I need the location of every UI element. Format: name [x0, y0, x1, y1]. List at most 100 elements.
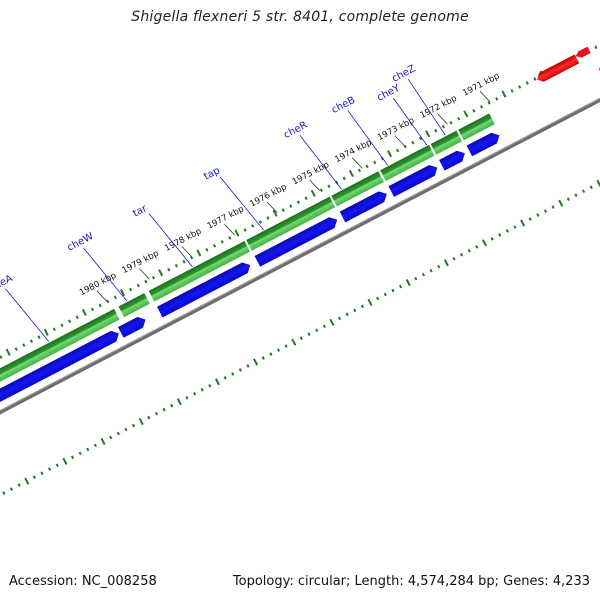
- ruler-tick: [495, 97, 499, 101]
- reverse-feature-red-small[interactable]: [574, 46, 591, 60]
- ruler-tick: [24, 477, 30, 485]
- ruler-tick: [48, 467, 52, 472]
- ruler-tick: [459, 252, 464, 257]
- gene-feature[interactable]: [458, 113, 495, 141]
- ruler-tick: [281, 208, 285, 212]
- ruler-tick: [329, 318, 335, 326]
- gene-label[interactable]: tar: [131, 203, 149, 220]
- ruler-leader-line: [266, 201, 278, 213]
- ruler-tick: [5, 348, 11, 356]
- ruler-tick: [116, 431, 120, 436]
- gene-feature[interactable]: [246, 196, 336, 251]
- ruler-tick: [52, 327, 56, 332]
- ruler-tick: [109, 435, 113, 440]
- ruler-tick: [589, 185, 593, 190]
- ruler-tick: [520, 219, 526, 227]
- ruler-tick: [75, 315, 79, 320]
- gene-feature[interactable]: [0, 308, 120, 408]
- ruler-tick: [37, 335, 41, 339]
- gene-leader-line: [347, 110, 389, 166]
- gene-label[interactable]: tap: [202, 165, 222, 182]
- gene-label[interactable]: cheB: [330, 95, 357, 116]
- ruler-tick: [258, 220, 262, 224]
- ruler-tick: [543, 209, 548, 213]
- ruler-tick: [98, 303, 102, 308]
- ruler-tick: [391, 288, 395, 293]
- ruler-tick: [475, 245, 479, 249]
- ruler-tick: [291, 338, 297, 346]
- gene-feature[interactable]: [430, 130, 463, 155]
- cds-track: [0, 130, 503, 406]
- ruler-tick: [376, 296, 380, 301]
- gene-label[interactable]: cheW: [66, 231, 96, 254]
- gene-leader-line: [148, 213, 193, 268]
- ruler-tick: [566, 197, 570, 201]
- ruler-tick: [29, 339, 34, 343]
- ruler-tick: [220, 240, 224, 244]
- ruler-tick: [551, 205, 555, 209]
- cds-arrow[interactable]: [466, 130, 503, 157]
- ruler-tick: [304, 196, 308, 200]
- gene-feature[interactable]: [148, 240, 251, 302]
- ruler-tick: [138, 418, 144, 426]
- ruler-tick: [17, 483, 21, 487]
- cds-arrow[interactable]: [0, 328, 122, 406]
- ruler-tick: [144, 279, 148, 284]
- ruler-tick: [472, 109, 476, 113]
- gene-label[interactable]: cheY: [375, 82, 402, 103]
- ruler-tick: [214, 378, 220, 386]
- cds-arrow[interactable]: [388, 162, 440, 197]
- ruler-tick: [441, 124, 445, 129]
- ruler-tick: [365, 164, 369, 169]
- ruler-tick: [246, 364, 250, 368]
- ruler-tick: [68, 319, 72, 324]
- cds-arrow[interactable]: [156, 260, 253, 318]
- gene-feature[interactable]: [331, 171, 384, 207]
- ruler-label: 1979 kbp: [121, 249, 161, 276]
- ruler-tick: [387, 150, 393, 158]
- ruler-tick: [147, 415, 151, 420]
- ruler-tick: [429, 268, 433, 273]
- backbone-highlight: [0, 88, 600, 440]
- ruler-tick: [113, 295, 117, 300]
- ruler-tick: [238, 368, 242, 372]
- ruler-tick: [185, 395, 189, 400]
- ruler-tick: [158, 269, 164, 277]
- inner-tick-ruler: [2, 179, 600, 495]
- cds-arrow[interactable]: [339, 189, 390, 223]
- ruler-tick: [487, 101, 491, 105]
- gene-label[interactable]: cheR: [282, 120, 309, 141]
- ruler-tick: [513, 225, 517, 229]
- ruler-tick: [93, 443, 97, 448]
- ruler-tick: [14, 347, 18, 351]
- gene-leader-line: [407, 78, 446, 136]
- cds-arrow[interactable]: [117, 314, 148, 338]
- ruler-label: 1975 kbp: [291, 160, 331, 187]
- ruler-tick: [228, 236, 232, 240]
- ruler-tick: [596, 179, 600, 187]
- ruler-tick: [9, 487, 14, 491]
- cds-arrow[interactable]: [254, 214, 340, 267]
- gene-feature[interactable]: [380, 144, 435, 181]
- ruler-tick: [414, 276, 418, 281]
- gene-track: [0, 113, 495, 408]
- ruler-tick: [411, 140, 415, 145]
- reverse-feature-red[interactable]: [535, 54, 580, 84]
- ruler-tick: [208, 384, 212, 388]
- ruler-tick: [383, 292, 387, 297]
- ruler-tick: [2, 491, 6, 495]
- ruler-tick: [319, 188, 323, 193]
- ruler-tick: [284, 344, 288, 348]
- ruler-label: 1977 kbp: [206, 204, 246, 231]
- ruler-tick: [353, 308, 357, 313]
- ruler-tick: [337, 316, 342, 321]
- ruler-tick: [307, 332, 311, 336]
- gene-feature[interactable]: [118, 293, 150, 318]
- ruler-tick: [190, 255, 194, 260]
- cds-arrow[interactable]: [439, 148, 468, 171]
- ruler-tick: [43, 328, 49, 336]
- gene-label[interactable]: cheZ: [390, 63, 417, 84]
- ruler-tick: [251, 224, 255, 228]
